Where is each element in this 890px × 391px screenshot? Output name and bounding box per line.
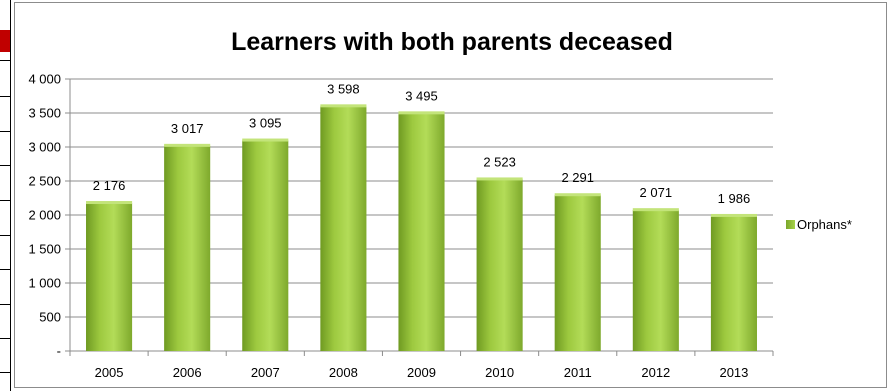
data-label: 3 017 [171, 121, 204, 136]
data-label: 2 291 [561, 170, 594, 185]
legend: Orphans* [786, 217, 852, 232]
bar-cap [632, 208, 679, 212]
bar-cap [554, 193, 601, 197]
row-divider [0, 372, 10, 373]
bar[interactable] [164, 145, 211, 351]
x-tick-label: 2011 [564, 365, 592, 380]
data-label: 2 176 [93, 178, 126, 193]
row-divider [0, 131, 10, 132]
legend-label: Orphans* [797, 217, 852, 232]
bar-cap [398, 111, 445, 115]
y-tick-label: 2 500 [28, 174, 61, 189]
x-tick-label: 2012 [641, 365, 670, 380]
row-divider [0, 304, 10, 305]
bar-cap [476, 177, 523, 181]
data-label: 2 071 [640, 185, 673, 200]
bar-cap [710, 213, 757, 217]
row-divider [0, 60, 10, 61]
row-divider [0, 200, 10, 201]
row-divider [0, 165, 10, 166]
bar-cap [242, 138, 289, 142]
left-sheet-strip [0, 0, 11, 391]
x-tick-label: 2007 [251, 365, 280, 380]
bar-cap [164, 143, 211, 147]
bar[interactable] [554, 195, 601, 351]
data-label: 1 986 [718, 191, 751, 206]
bar[interactable] [710, 215, 757, 351]
data-label: 2 523 [483, 154, 516, 169]
bar[interactable] [86, 203, 133, 351]
row-divider [0, 235, 10, 236]
bar[interactable] [242, 140, 289, 351]
bar[interactable] [632, 210, 679, 351]
y-tick-label: 2 000 [28, 208, 61, 223]
bar[interactable] [476, 179, 523, 351]
cell-highlight [0, 30, 10, 52]
y-tick-label: 4 000 [28, 72, 61, 87]
y-tick-label: 1 500 [28, 242, 61, 257]
data-label: 3 598 [327, 81, 360, 96]
row-divider [0, 96, 10, 97]
y-tick-label: - [57, 344, 61, 359]
x-tick-label: 2006 [173, 365, 202, 380]
x-tick-label: 2010 [485, 365, 514, 380]
y-tick-label: 1 000 [28, 276, 61, 291]
x-tick-label: 2008 [329, 365, 358, 380]
y-tick-label: 3 500 [28, 106, 61, 121]
bar[interactable] [320, 106, 367, 351]
bar-cap [320, 104, 367, 108]
chart-title: Learners with both parents deceased [231, 28, 673, 56]
row-divider [0, 269, 10, 270]
legend-swatch [786, 220, 795, 229]
bar-cap [86, 201, 133, 205]
x-tick-label: 2009 [407, 365, 436, 380]
row-divider [0, 338, 10, 339]
data-label: 3 095 [249, 116, 282, 131]
data-label: 3 495 [405, 88, 438, 103]
y-tick-label: 3 000 [28, 140, 61, 155]
bar[interactable] [398, 113, 445, 351]
x-tick-label: 2013 [719, 365, 748, 380]
x-tick-label: 2005 [95, 365, 124, 380]
y-tick-label: 500 [39, 310, 61, 325]
